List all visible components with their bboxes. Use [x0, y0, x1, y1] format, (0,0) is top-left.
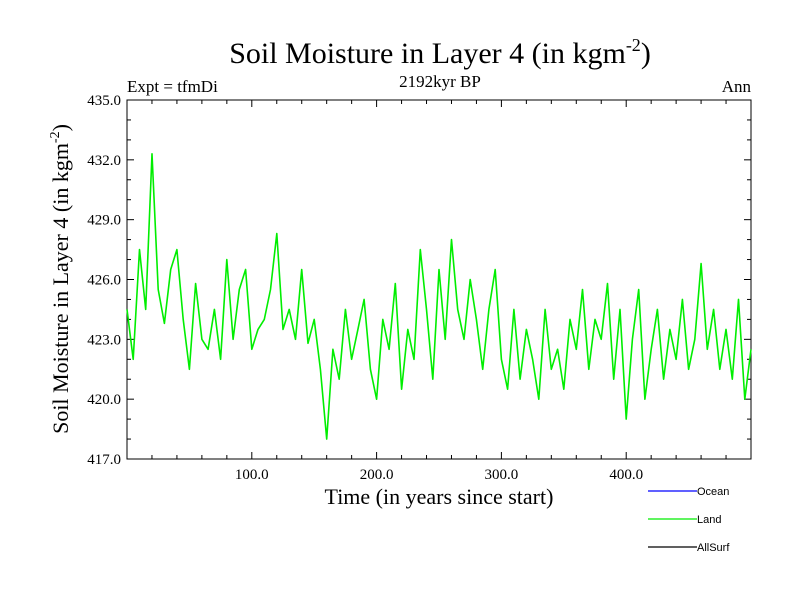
- y-axis-label: Soil Moisture in Layer 4 (in kgm-2): [48, 124, 73, 434]
- subtitle-center: 2192kyr BP: [399, 72, 481, 91]
- y-tick-label: 423.0: [87, 332, 121, 348]
- chart-title-main: Soil Moisture in Layer 4 (in kgm: [229, 37, 626, 70]
- y-axis-label-main: Soil Moisture in Layer 4 (in kgm: [48, 143, 73, 434]
- chart-title: Soil Moisture in Layer 4 (in kgm-2): [229, 35, 651, 70]
- chart-title-close: ): [641, 37, 651, 70]
- x-axis-label: Time (in years since start): [325, 484, 554, 509]
- y-axis-label-sup: -2: [48, 131, 63, 143]
- y-axis: 417.0 420.0 423.0 426.0 429.0 432.0 435.0: [87, 93, 751, 468]
- y-tick-label: 417.0: [87, 452, 121, 468]
- legend-label-land: Land: [697, 514, 721, 526]
- subtitle-left: Expt = tfmDi: [127, 77, 218, 96]
- legend-label-ocean: Ocean: [697, 486, 729, 498]
- y-tick-label: 426.0: [87, 273, 121, 289]
- y-tick-label: 435.0: [87, 93, 121, 109]
- x-tick-label: 100.0: [235, 467, 269, 483]
- x-tick-label: 300.0: [485, 467, 519, 483]
- y-tick-label: 432.0: [87, 153, 121, 169]
- y-axis-label-close: ): [48, 124, 73, 131]
- series-group: [126, 153, 752, 440]
- series-line-land: [126, 153, 752, 440]
- x-axis: 100.0 200.0 300.0 400.0: [151, 100, 727, 483]
- legend-label-allsurf: AllSurf: [697, 542, 730, 554]
- y-tick-label: 420.0: [87, 392, 121, 408]
- chart-title-sup: -2: [626, 35, 641, 55]
- y-tick-label: 429.0: [87, 213, 121, 229]
- legend: Ocean Land AllSurf: [648, 486, 730, 554]
- x-tick-label: 400.0: [609, 467, 643, 483]
- subtitle-right: Ann: [722, 77, 752, 96]
- x-tick-label: 200.0: [360, 467, 394, 483]
